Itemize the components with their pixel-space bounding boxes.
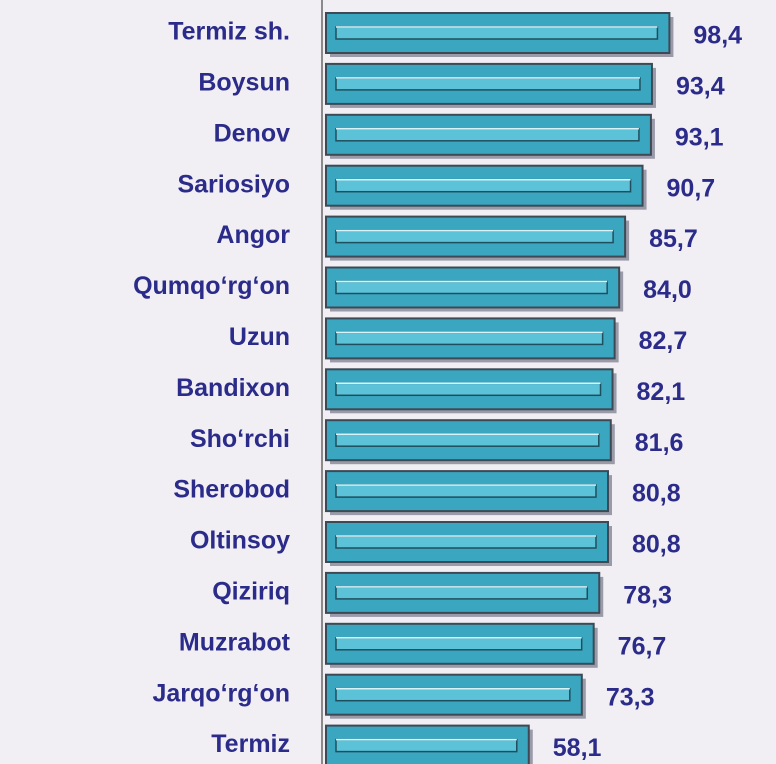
bar-inner bbox=[335, 738, 518, 753]
value-label: 85,7 bbox=[649, 225, 698, 253]
bar-inner bbox=[335, 535, 597, 549]
bar-inner bbox=[335, 178, 632, 193]
bar-inner bbox=[335, 229, 614, 244]
category-label: Jarqo‘rg‘on bbox=[152, 679, 290, 707]
category-label: Termiz bbox=[211, 730, 290, 758]
value-label: 93,4 bbox=[676, 73, 725, 101]
category-label: Sherobod bbox=[173, 476, 290, 504]
value-label: 78,3 bbox=[623, 582, 672, 610]
category-label: Denov bbox=[214, 119, 291, 147]
category-label: Bandixon bbox=[176, 374, 290, 402]
value-label: 80,8 bbox=[632, 480, 681, 508]
bar-inner bbox=[335, 280, 608, 295]
bar-inner bbox=[335, 128, 640, 142]
category-label: Qiziriq bbox=[212, 578, 290, 606]
category-label: Angor bbox=[216, 221, 290, 249]
category-label: Oltinsoy bbox=[190, 527, 290, 555]
bar-inner bbox=[335, 331, 604, 346]
bar-inner bbox=[335, 77, 641, 91]
category-label: Boysun bbox=[198, 69, 290, 97]
value-label: 98,4 bbox=[693, 22, 742, 50]
bar-inner bbox=[335, 586, 589, 600]
bar-inner bbox=[335, 433, 600, 447]
value-label: 84,0 bbox=[643, 276, 692, 304]
category-label: Termiz sh. bbox=[168, 18, 290, 46]
category-label: Sariosiyo bbox=[177, 170, 290, 198]
value-label: 73,3 bbox=[606, 683, 655, 711]
bar-inner bbox=[335, 26, 659, 40]
category-label: Uzun bbox=[229, 323, 290, 351]
value-label: 80,8 bbox=[632, 531, 681, 559]
value-label: 76,7 bbox=[618, 632, 667, 660]
category-label: Muzrabot bbox=[179, 628, 291, 656]
bar-inner bbox=[335, 382, 602, 397]
bar-inner bbox=[335, 637, 583, 651]
value-label: 82,1 bbox=[637, 378, 686, 406]
value-label: 90,7 bbox=[667, 174, 716, 202]
bar-inner bbox=[335, 484, 597, 498]
category-label: Qumqo‘rg‘on bbox=[133, 272, 290, 300]
bar-inner bbox=[335, 687, 571, 702]
value-label: 93,1 bbox=[675, 123, 724, 151]
category-label: Sho‘rchi bbox=[190, 425, 290, 453]
value-label: 81,6 bbox=[635, 429, 684, 457]
value-label: 82,7 bbox=[639, 327, 688, 355]
value-label: 58,1 bbox=[553, 734, 602, 762]
